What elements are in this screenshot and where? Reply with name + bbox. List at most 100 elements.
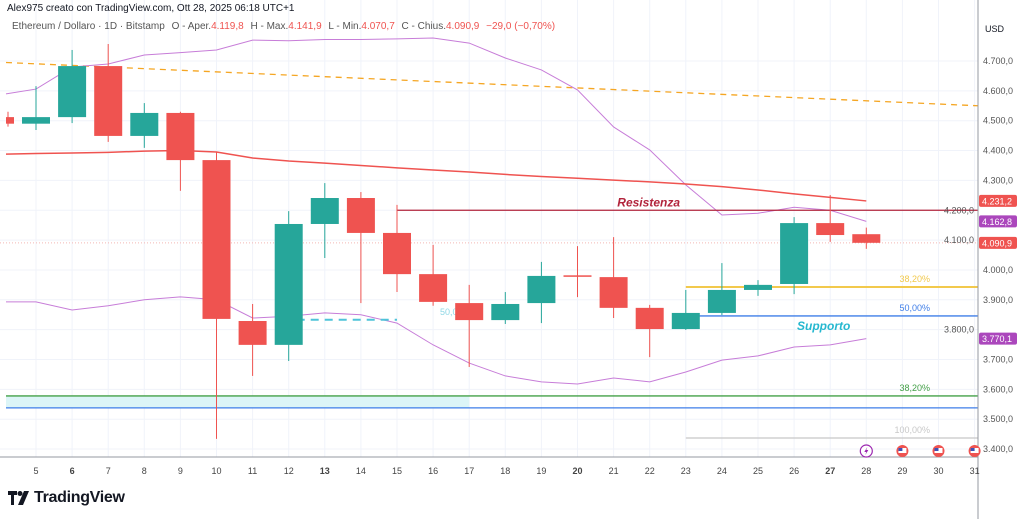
date-tick-label: 20 — [572, 466, 582, 476]
flag-canton — [934, 448, 939, 451]
price-tick-label: 4.000,0 — [983, 265, 1013, 275]
candle-body — [6, 117, 14, 124]
flag-canton — [970, 448, 975, 451]
candle-body — [419, 274, 448, 302]
price-badge-label: 4.231,2 — [982, 196, 1012, 206]
level-label-fib-382-upper: 38,20% — [899, 274, 930, 284]
candle-body — [671, 312, 700, 330]
price-tick-label: 4.300,0 — [983, 175, 1013, 185]
symbol-name[interactable]: Ethereum / Dollaro · 1D · Bitstamp — [12, 21, 165, 32]
date-tick-label: 19 — [536, 466, 546, 476]
candle-body — [202, 160, 231, 319]
date-tick-label: 30 — [933, 466, 943, 476]
price-tick-label: 4.100,0 — [944, 235, 974, 245]
candle-body — [707, 289, 736, 313]
upper-band-line — [5, 37, 867, 222]
lightning-glyph — [864, 447, 869, 455]
candle-body — [22, 117, 50, 124]
high-label: H - Max. — [250, 21, 289, 32]
price-tick-label: 3.800,0 — [944, 325, 974, 335]
candle-body — [563, 275, 592, 277]
candle-body — [94, 66, 123, 136]
date-tick-label: 27 — [825, 466, 835, 476]
ohlc-legend: Ethereum / Dollaro · 1D · Bitstamp O - A… — [12, 21, 559, 32]
trendline-dashed — [5, 61, 979, 107]
candle-body — [274, 223, 303, 345]
date-tick-label: 14 — [356, 466, 366, 476]
candle-body — [310, 198, 339, 224]
candle-body — [455, 303, 484, 321]
candle-body — [58, 66, 87, 118]
resistance-label: Resistenza — [617, 195, 680, 209]
low-value: 4.070,7 — [361, 21, 395, 32]
price-badge — [979, 194, 1017, 207]
date-tick-label: 26 — [789, 466, 799, 476]
date-tick-label: 25 — [753, 466, 763, 476]
candle-body — [816, 223, 845, 236]
candle-body — [599, 277, 628, 308]
price-tick-label: 4.500,0 — [983, 116, 1013, 126]
open-label: O - Aper. — [171, 21, 212, 32]
price-tick-label: 4.700,0 — [983, 56, 1013, 66]
date-tick-label: 12 — [284, 466, 294, 476]
moving-average-line — [5, 149, 867, 202]
price-tick-label: 4.600,0 — [983, 86, 1013, 96]
logo-text: TradingView — [34, 489, 125, 506]
close-label: C - Chius. — [401, 21, 446, 32]
candle-body — [383, 232, 411, 275]
date-tick-label: 28 — [861, 466, 871, 476]
date-tick-label: 31 — [970, 466, 980, 476]
date-tick-label: 24 — [717, 466, 727, 476]
price-tick-label: 3.500,0 — [983, 414, 1013, 424]
date-tick-label: 21 — [609, 466, 619, 476]
price-badge-label: 4.162,8 — [982, 217, 1012, 227]
level-label-fib-100: 100,00% — [894, 425, 930, 435]
price-tick-label: 4.200,0 — [944, 205, 974, 215]
date-tick-label: 9 — [178, 466, 183, 476]
date-tick-label: 18 — [500, 466, 510, 476]
date-tick-label: 5 — [33, 466, 38, 476]
low-label: L - Min. — [328, 21, 362, 32]
support-label: Supporto — [797, 319, 850, 333]
date-tick-label: 23 — [681, 466, 691, 476]
high-value: 4.141,9 — [288, 21, 322, 32]
candle-body — [780, 223, 809, 284]
candle-body — [527, 275, 556, 304]
date-tick-label: 13 — [320, 466, 330, 476]
lower-band-line — [6, 296, 867, 385]
price-badge — [979, 215, 1017, 228]
date-tick-label: 17 — [464, 466, 474, 476]
level-label-fib-382-lower: 38,20% — [899, 383, 930, 393]
tradingview-logo-icon — [8, 491, 29, 505]
change-value: −29,0 (−0,70%) — [486, 21, 556, 32]
tradingview-logo[interactable]: TradingView — [8, 489, 125, 507]
level-label-fib-50-upper: 50,00% — [899, 303, 930, 313]
date-tick-label: 6 — [70, 466, 75, 476]
close-value: 4.090,9 — [446, 21, 480, 32]
date-tick-label: 10 — [211, 466, 221, 476]
price-badge — [979, 236, 1017, 249]
price-tick-label: 3.400,0 — [983, 444, 1013, 454]
candle-body — [852, 234, 881, 243]
candle-body — [744, 284, 772, 290]
candle-body — [166, 112, 195, 161]
date-tick-label: 7 — [106, 466, 111, 476]
currency-label: USD — [985, 24, 1005, 34]
price-tick-label: 3.900,0 — [983, 295, 1013, 305]
candle-body — [346, 198, 375, 233]
support-zone — [6, 395, 470, 408]
date-tick-label: 15 — [392, 466, 402, 476]
date-tick-label: 16 — [428, 466, 438, 476]
date-tick-label: 11 — [248, 466, 257, 476]
open-value: 4.119,8 — [211, 21, 244, 32]
candle-body — [635, 307, 664, 330]
chart-credit: Alex975 creato con TradingView.com, Ott … — [7, 3, 295, 14]
candle-body — [130, 112, 159, 136]
date-tick-label: 29 — [897, 466, 907, 476]
price-tick-label: 3.600,0 — [983, 384, 1013, 394]
candle-body — [491, 303, 520, 321]
price-tick-label: 3.700,0 — [983, 355, 1013, 365]
date-tick-label: 22 — [645, 466, 655, 476]
price-badge-label: 4.090,9 — [982, 238, 1012, 248]
